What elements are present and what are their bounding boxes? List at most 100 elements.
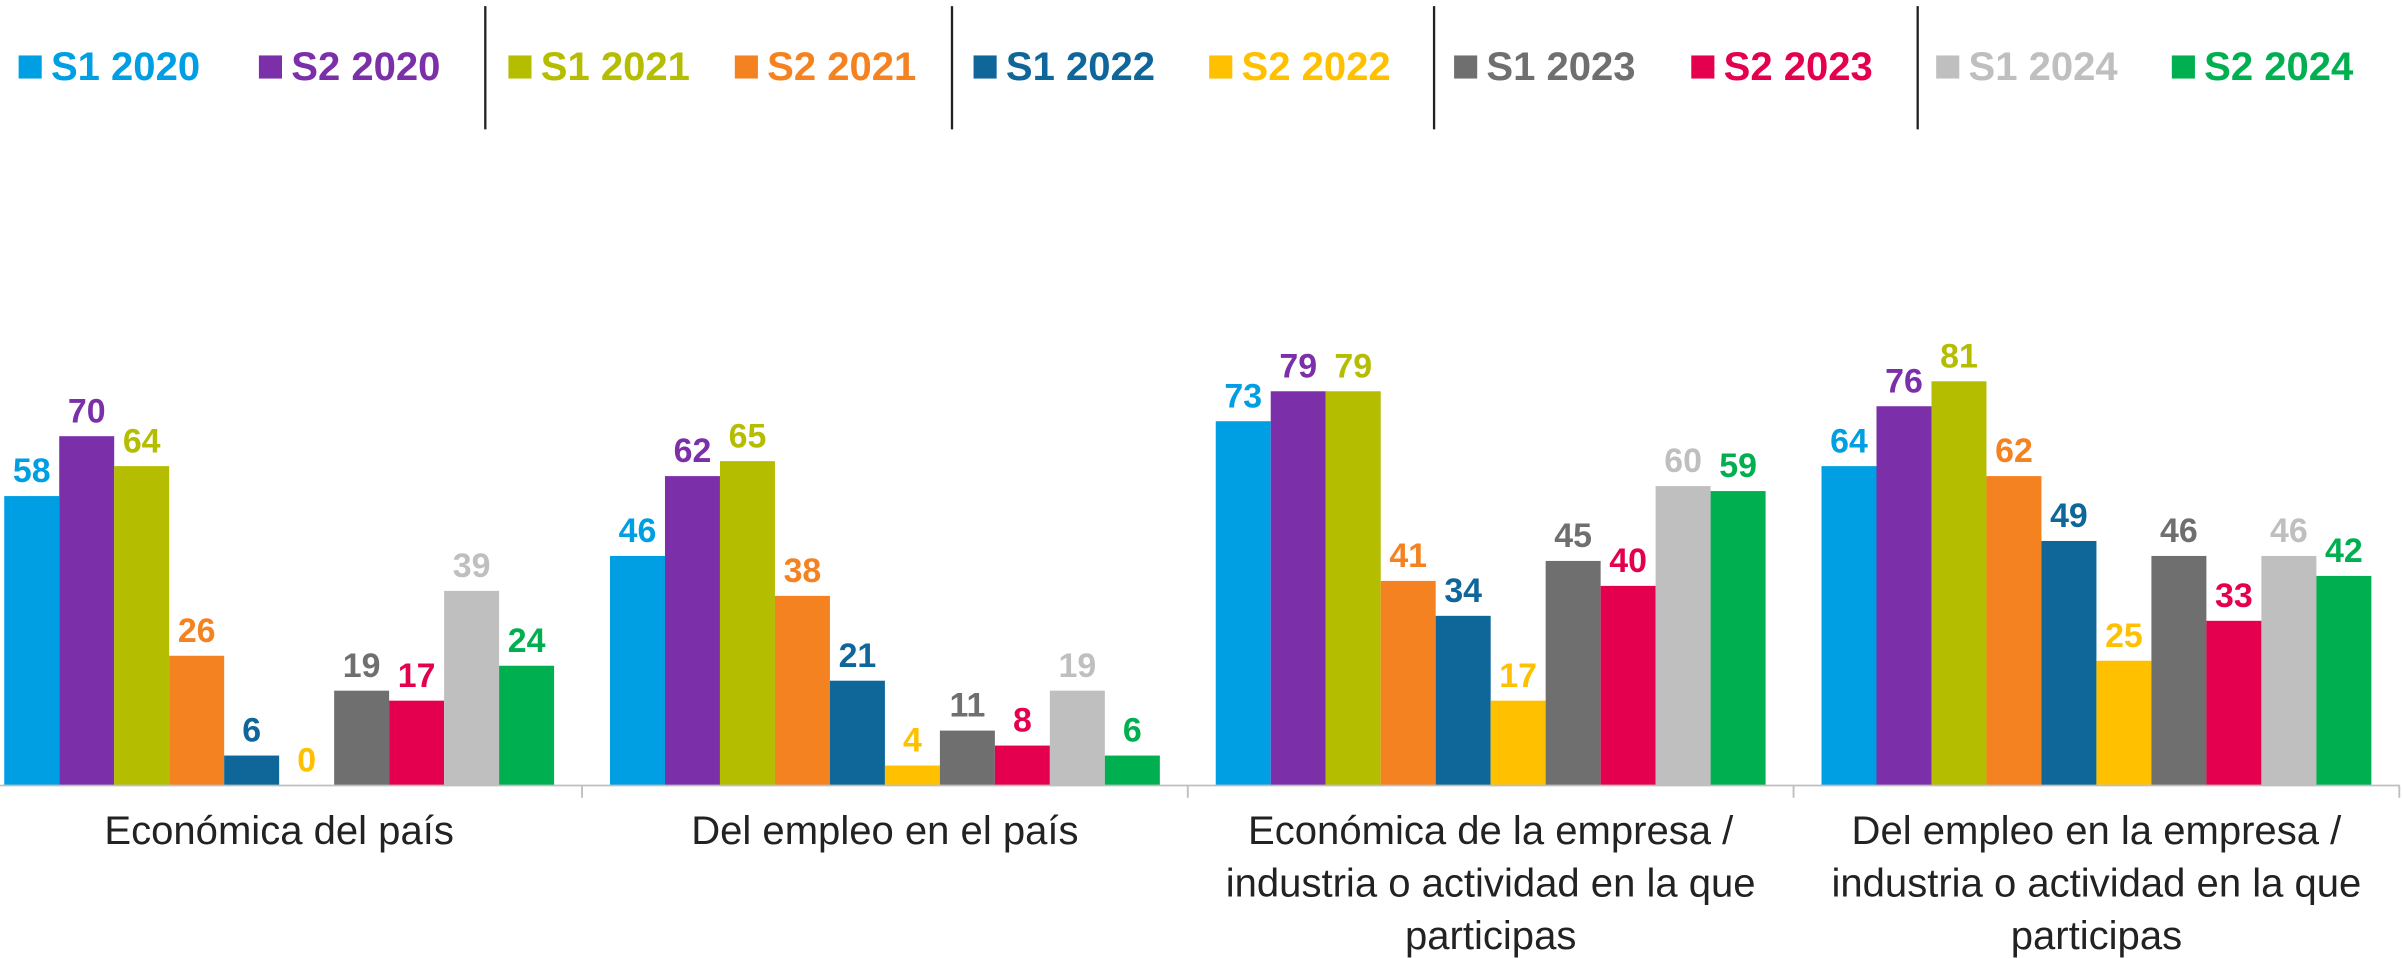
legend-swatch — [734, 55, 758, 79]
bar — [884, 765, 940, 786]
data-label: 41 — [1389, 537, 1427, 575]
legend-label: S2 2024 — [2204, 45, 2354, 89]
legend-swatch — [1936, 55, 1960, 79]
bar — [1325, 391, 1381, 786]
bar — [444, 590, 500, 786]
bar — [2151, 555, 2207, 786]
data-label: 60 — [1664, 442, 1702, 480]
data-label: 65 — [729, 417, 767, 455]
bar — [1600, 585, 1656, 786]
data-label: 25 — [2105, 617, 2143, 655]
data-label: 46 — [619, 512, 657, 550]
bar — [1049, 690, 1105, 786]
bar — [2041, 540, 2097, 786]
data-label: 79 — [1334, 347, 1372, 385]
bar — [664, 476, 720, 786]
legend-swatch — [973, 55, 997, 79]
legend-label: S2 2023 — [1724, 45, 1873, 89]
data-label: 49 — [2050, 497, 2088, 535]
bar — [499, 665, 555, 786]
data-label: 0 — [297, 742, 316, 780]
data-label: 46 — [2160, 512, 2198, 550]
bar — [829, 680, 885, 786]
bar — [2206, 620, 2262, 786]
legend-swatch — [508, 55, 532, 79]
bar — [389, 700, 445, 786]
data-label: 39 — [453, 547, 491, 585]
x-tick-label: Económica del país — [104, 807, 454, 854]
bar — [1104, 755, 1160, 786]
bar — [1821, 466, 1877, 786]
legend-label: S1 2024 — [1969, 45, 2119, 89]
legend-swatch — [2171, 55, 2195, 79]
legend-swatch — [1454, 55, 1478, 79]
x-tick-label-box: Del empleo en el país — [691, 807, 1079, 854]
data-label: 64 — [1830, 422, 1868, 460]
data-label: 73 — [1224, 377, 1262, 415]
data-label: 33 — [2215, 577, 2253, 615]
bar — [224, 755, 280, 786]
data-label: 58 — [13, 452, 51, 490]
data-label: 34 — [1444, 572, 1482, 610]
bar — [114, 466, 170, 786]
data-label: 79 — [1279, 347, 1317, 385]
data-label: 26 — [178, 612, 216, 650]
data-label: 24 — [508, 622, 546, 660]
bar — [2316, 575, 2372, 786]
data-label: 38 — [784, 552, 822, 590]
data-label: 11 — [949, 687, 985, 725]
bar — [994, 745, 1050, 786]
x-tick-label-box: Económica del país — [104, 807, 454, 854]
legend-label: S1 2021 — [541, 45, 690, 89]
x-tick-label-box: Económica de la empresa / industria o ac… — [1226, 807, 1756, 958]
data-label: 19 — [1059, 647, 1097, 685]
data-label: 42 — [2325, 532, 2363, 570]
data-label: 40 — [1609, 542, 1647, 580]
bar — [2261, 555, 2317, 786]
data-label: 76 — [1885, 362, 1923, 400]
bar — [4, 496, 60, 786]
data-label: 81 — [1940, 337, 1978, 375]
bar — [169, 655, 225, 786]
bar — [1380, 580, 1436, 786]
data-label: 17 — [1499, 657, 1537, 695]
bar — [1986, 476, 2042, 786]
bar — [1655, 486, 1711, 786]
data-label: 62 — [674, 432, 712, 470]
data-label: 4 — [903, 722, 922, 760]
legend-label: S2 2020 — [291, 45, 440, 89]
legend: S1 2020 S2 2020 S1 2021 S2 2021 S1 2022 S2 20… — [18, 6, 2354, 130]
legend-swatch — [1691, 55, 1715, 79]
bar — [1490, 700, 1546, 786]
bar — [719, 461, 775, 786]
data-label: 62 — [1995, 432, 2033, 470]
x-tick-label-box: Del empleo en la empresa / industria o a… — [1831, 807, 2362, 958]
data-label: 45 — [1554, 517, 1592, 555]
bar — [334, 690, 390, 786]
bar — [2096, 660, 2152, 786]
bar — [1931, 381, 1987, 786]
legend-swatch — [258, 55, 283, 79]
bar — [1876, 406, 1932, 786]
bar — [774, 595, 830, 786]
bar — [1710, 491, 1766, 786]
legend-label: S1 2020 — [51, 45, 200, 89]
bar — [1435, 615, 1491, 786]
data-label: 59 — [1719, 447, 1757, 485]
legend-label: S2 2021 — [767, 45, 916, 89]
data-label: 21 — [839, 637, 877, 675]
legend-swatch — [18, 55, 42, 79]
x-tick-label: Del empleo en la empresa / industria o a… — [1831, 807, 2362, 958]
data-label: 19 — [343, 647, 381, 685]
x-tick-label: Del empleo en el país — [691, 807, 1079, 854]
bar — [59, 436, 115, 786]
data-label: 64 — [123, 422, 161, 460]
data-label: 6 — [242, 712, 261, 750]
legend-label: S1 2023 — [1486, 45, 1635, 89]
data-label: 8 — [1013, 702, 1032, 740]
legend-label: S2 2022 — [1242, 45, 1391, 89]
legend-swatch — [1209, 55, 1233, 79]
bar — [1270, 391, 1326, 786]
